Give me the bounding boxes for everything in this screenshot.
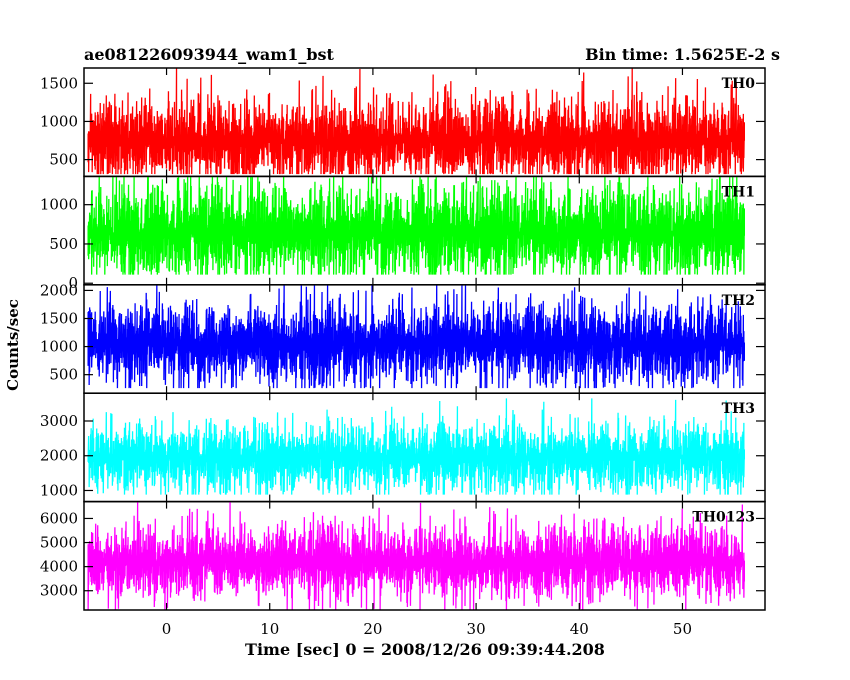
panel-label-th3: TH3 <box>722 401 755 417</box>
y-tick-label: 4000 <box>40 558 78 576</box>
y-tick-label: 1500 <box>40 309 78 327</box>
y-tick-label: 1000 <box>40 481 78 499</box>
x-tick-label: 50 <box>673 620 692 638</box>
y-tick-label: 0 <box>68 274 78 292</box>
y-tick-label: 500 <box>49 151 78 169</box>
series-trace-th2 <box>87 284 746 389</box>
x-tick-label: 40 <box>570 620 589 638</box>
x-tick-label: 10 <box>260 620 279 638</box>
series-trace-th0 <box>87 68 746 175</box>
y-tick-label: 2000 <box>40 281 78 299</box>
y-axis-label: Counts/sec <box>4 299 22 391</box>
y-tick-label: 3000 <box>40 412 78 430</box>
series-trace-th0123 <box>87 501 746 611</box>
y-tick-label: 500 <box>49 366 78 384</box>
y-tick-label: 6000 <box>40 509 78 527</box>
y-tick-label: 1500 <box>40 74 78 92</box>
y-tick-label: 500 <box>49 235 78 253</box>
panel-th3: 1000 2000 3000 TH3 <box>40 392 766 503</box>
series-trace-th3 <box>87 398 746 495</box>
y-tick-label: 2000 <box>40 447 78 465</box>
y-tick-label: 1000 <box>40 196 78 214</box>
y-tick-label: 5000 <box>40 534 78 552</box>
x-axis-label: Time [sec] 0 = 2008/12/26 09:39:44.208 <box>245 640 605 659</box>
panel-label-th2: TH2 <box>722 293 755 309</box>
series-trace-th1 <box>87 176 746 275</box>
x-tick-label: 30 <box>467 620 486 638</box>
panel-th0: 500 1000 1500 TH0 <box>40 67 766 178</box>
x-axis: 0 10 20 30 40 50 <box>162 620 692 638</box>
panel-th1: 0 500 1000 TH1 <box>40 175 766 292</box>
panel-label-th0123: TH0123 <box>692 510 755 526</box>
y-tick-label: 3000 <box>40 582 78 600</box>
chart-title-left: ae081226093944_wam1_bst <box>84 45 335 64</box>
panel-frame <box>83 500 766 611</box>
panel-th0123: 3000 4000 5000 6000 TH0123 <box>40 500 766 611</box>
y-tick-label: 1000 <box>40 112 78 130</box>
chart-title-right: Bin time: 1.5625E-2 s <box>585 45 780 64</box>
y-tick-label: 1000 <box>40 338 78 356</box>
x-tick-label: 20 <box>363 620 382 638</box>
x-tick-label: 0 <box>162 620 172 638</box>
panel-label-th1: TH1 <box>722 184 755 200</box>
panel-th2: 500 1000 1500 2000 TH2 <box>40 281 766 394</box>
panel-label-th0: TH0 <box>722 76 756 92</box>
panel-stack: 500 1000 1500 TH0 0 500 1000 TH1 500 1000 1500 2000… <box>40 67 766 611</box>
